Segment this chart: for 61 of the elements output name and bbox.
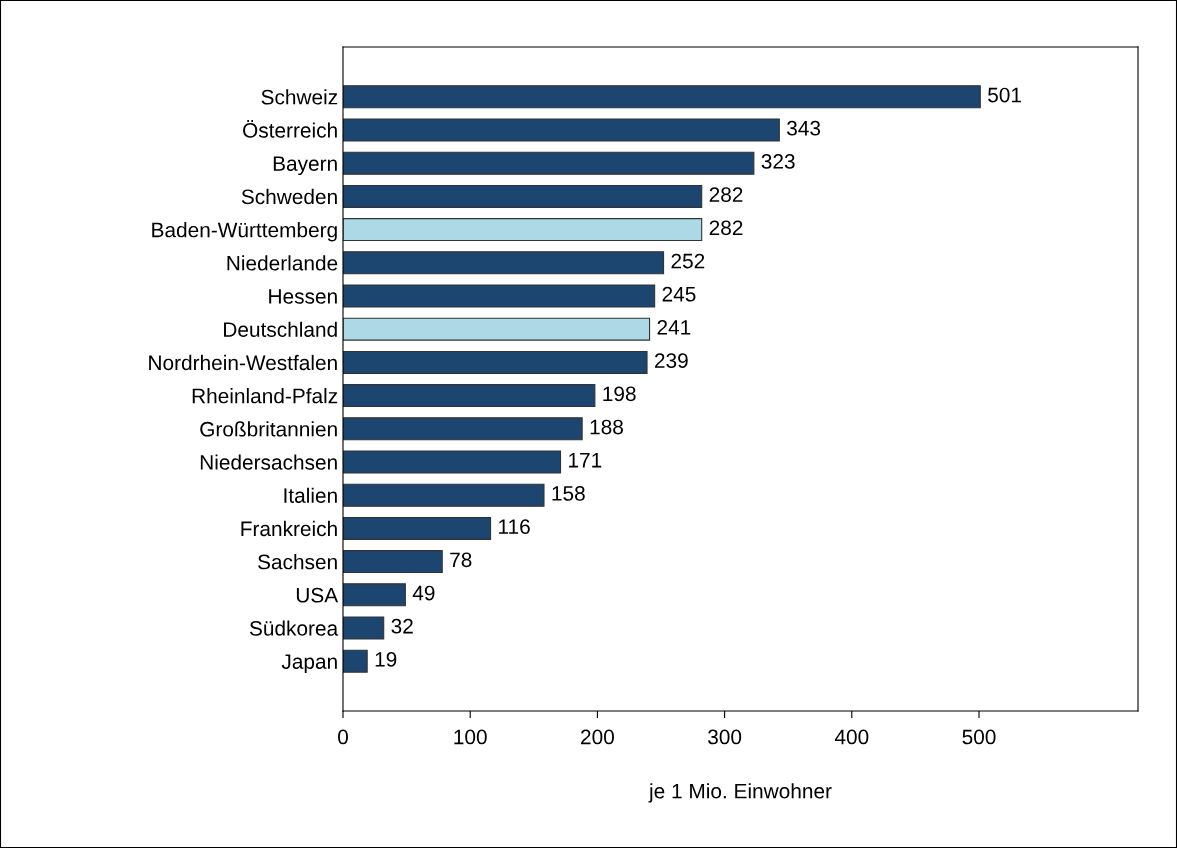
bar — [343, 649, 368, 673]
data-label: 49 — [412, 585, 435, 601]
data-label: 239 — [655, 353, 688, 368]
x-tick-label: 400 — [834, 729, 869, 745]
data-label: 252 — [671, 253, 705, 269]
y-tick-label: USA — [296, 587, 339, 603]
x-tick-label: 500 — [962, 729, 996, 745]
y-tick-label: Schweden — [241, 188, 337, 205]
data-label: 241 — [657, 320, 691, 335]
y-tick-label: Österreich — [243, 120, 337, 138]
y-tick-label: Nordrhein-Westfalen — [149, 354, 337, 371]
data-label: 501 — [988, 87, 1021, 103]
data-label: 198 — [603, 386, 636, 402]
bar — [343, 218, 703, 242]
data-label: 323 — [761, 154, 795, 169]
bar — [343, 350, 648, 374]
bar — [343, 251, 665, 275]
data-label: 171 — [569, 453, 602, 468]
bar — [343, 317, 651, 341]
y-tick-label: Niedersachsen — [200, 454, 337, 470]
data-label: 188 — [590, 419, 623, 435]
y-tick-label: Schweiz — [261, 89, 338, 105]
bar — [343, 616, 385, 640]
data-label: 282 — [709, 187, 743, 202]
y-tick-label: Japan — [281, 654, 337, 674]
data-label: 282 — [709, 220, 743, 236]
y-tick-label: Frankreich — [241, 520, 337, 537]
y-tick-label: Deutschland — [224, 321, 337, 337]
data-label: 78 — [450, 552, 472, 568]
y-tick-label: Niederlande — [227, 255, 338, 271]
bar — [343, 284, 656, 308]
bar — [343, 417, 583, 441]
bar — [343, 118, 780, 142]
bar — [343, 583, 406, 607]
y-tick-label: Hessen — [269, 289, 337, 304]
bar — [343, 151, 755, 175]
data-label: 19 — [375, 652, 397, 667]
x-tick-label: 200 — [581, 729, 614, 745]
y-tick-label: Sachsen — [258, 554, 337, 570]
bar — [343, 85, 981, 109]
bar — [343, 483, 545, 507]
y-tick-label: Italien — [284, 487, 337, 503]
bar — [343, 384, 596, 408]
x-tick-label: 0 — [338, 729, 348, 745]
x-axis-title: je 1 Mio. Einwohner — [648, 783, 832, 803]
data-label: 245 — [662, 286, 696, 302]
y-tick-label: Baden-Württemberg — [152, 222, 337, 242]
data-label: 343 — [787, 120, 821, 136]
y-tick-label: Südkorea — [249, 620, 339, 636]
x-tick-label: 300 — [708, 729, 742, 745]
x-tick-label: 100 — [454, 729, 487, 745]
bar — [343, 184, 703, 208]
y-tick-label: Großbritannien — [200, 421, 337, 437]
bar — [343, 516, 492, 540]
data-label: 158 — [552, 486, 585, 501]
y-tick-label: Bayern — [273, 156, 337, 176]
bar — [343, 550, 443, 574]
y-tick-label: Rheinland-Pfalz — [192, 388, 338, 404]
bar — [343, 450, 562, 474]
data-label: 116 — [499, 519, 530, 534]
data-label: 32 — [391, 618, 413, 634]
